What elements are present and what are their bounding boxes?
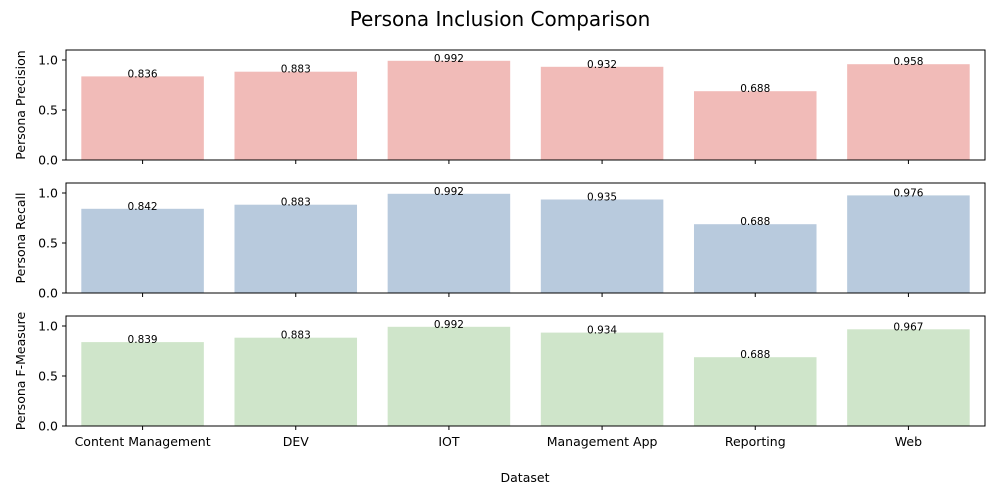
plot-frame bbox=[65, 49, 986, 161]
data-label: 0.934 bbox=[587, 325, 617, 337]
y-tick-label: 1.0 bbox=[38, 186, 58, 201]
data-label: 0.958 bbox=[893, 56, 923, 68]
data-label: 0.883 bbox=[281, 197, 311, 209]
panel-1: 0.836 0.883 0.992 0.932 0.688 0.958 0.0 0.5 1.0 P… bbox=[13, 49, 986, 168]
data-label: 0.836 bbox=[128, 68, 158, 80]
bar bbox=[693, 91, 817, 160]
data-label: 0.932 bbox=[587, 59, 617, 71]
bar bbox=[234, 337, 358, 426]
x-tick-label: IOT bbox=[438, 434, 460, 449]
plot-frame bbox=[65, 182, 986, 294]
y-tick-label: 1.0 bbox=[38, 53, 58, 68]
bar bbox=[847, 64, 970, 160]
panel-3: 0.839 0.883 0.992 0.934 0.688 0.967 0.0 0.5 1.0 C… bbox=[13, 311, 986, 449]
y-axis-label: Persona Precision bbox=[13, 50, 28, 159]
bar bbox=[81, 76, 204, 160]
data-label: 0.842 bbox=[128, 201, 158, 213]
x-axis-label: Dataset bbox=[501, 470, 550, 485]
panel-2: 0.842 0.883 0.992 0.935 0.688 0.976 0.0 0.5 1.0 P… bbox=[13, 182, 986, 301]
y-axis-label: Persona F-Measure bbox=[13, 311, 28, 430]
data-label: 0.992 bbox=[434, 186, 464, 198]
bar bbox=[387, 326, 511, 426]
bar bbox=[81, 208, 204, 293]
y-tick-label: 0.5 bbox=[38, 103, 58, 118]
y-tick-label: 0.0 bbox=[38, 286, 58, 301]
data-label: 0.967 bbox=[893, 321, 923, 333]
data-label: 0.976 bbox=[893, 187, 923, 199]
data-label: 0.935 bbox=[587, 192, 617, 204]
bar bbox=[693, 224, 817, 293]
bar bbox=[540, 66, 664, 160]
x-tick-label: DEV bbox=[283, 434, 310, 449]
plot-frame bbox=[65, 315, 986, 427]
data-label: 0.688 bbox=[740, 216, 770, 228]
bar bbox=[693, 357, 817, 426]
data-label: 0.992 bbox=[434, 53, 464, 65]
bar bbox=[847, 195, 970, 293]
data-label: 0.688 bbox=[740, 83, 770, 95]
data-label: 0.839 bbox=[128, 334, 158, 346]
bar bbox=[234, 204, 358, 293]
y-tick-label: 0.5 bbox=[38, 369, 58, 384]
bar bbox=[81, 342, 204, 426]
x-tick-label: Reporting bbox=[725, 434, 786, 449]
bar bbox=[387, 60, 511, 160]
y-tick-label: 0.0 bbox=[38, 419, 58, 434]
x-tick-label: Management App bbox=[547, 434, 658, 449]
bar bbox=[540, 332, 664, 426]
y-tick-label: 0.5 bbox=[38, 236, 58, 251]
data-label: 0.992 bbox=[434, 319, 464, 331]
chart-title: Persona Inclusion Comparison bbox=[350, 7, 651, 31]
bar bbox=[540, 199, 664, 293]
data-label: 0.883 bbox=[281, 64, 311, 76]
y-axis-label: Persona Recall bbox=[13, 193, 28, 284]
bar bbox=[387, 193, 511, 293]
bar bbox=[234, 71, 358, 160]
data-label: 0.688 bbox=[740, 349, 770, 361]
x-tick-label: Web bbox=[895, 434, 922, 449]
y-tick-label: 0.0 bbox=[38, 153, 58, 168]
x-tick-label: Content Management bbox=[75, 434, 211, 449]
y-tick-label: 1.0 bbox=[38, 319, 58, 334]
bar bbox=[847, 329, 970, 426]
data-label: 0.883 bbox=[281, 330, 311, 342]
